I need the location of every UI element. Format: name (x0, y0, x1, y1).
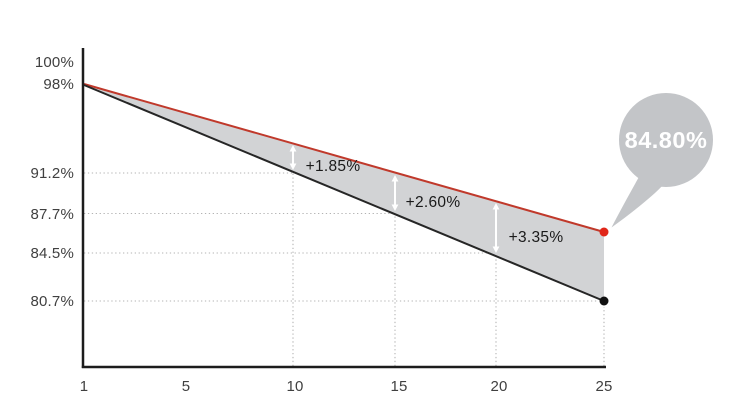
callout-circle (619, 93, 713, 187)
x-tick-15: 15 (390, 378, 407, 395)
x-tick-5: 5 (182, 378, 191, 395)
callout-tail (611, 175, 664, 228)
callout-bubble: 84.80% (611, 93, 713, 228)
y-tick-100: 100% (35, 54, 74, 71)
x-tick-25: 25 (595, 378, 612, 395)
y-tick-91-2: 91.2% (30, 165, 74, 182)
x-tick-10: 10 (286, 378, 303, 395)
x-tick-1: 1 (80, 378, 89, 395)
lower-series-line (83, 84, 605, 302)
x-tick-20: 20 (490, 378, 507, 395)
delta-label-x10: +1.85% (306, 158, 361, 175)
lower-endpoint-dot (599, 296, 609, 306)
upper-endpoint-dot (599, 227, 609, 237)
upper-series-line (83, 83, 605, 233)
y-tick-84-5: 84.5% (30, 245, 74, 262)
delta-label-x15: +2.60% (406, 194, 461, 211)
delta-arrow-x20 (492, 203, 500, 253)
y-tick-98: 98% (43, 76, 74, 93)
y-tick-80-7: 80.7% (30, 293, 74, 310)
delta-label-x20: +3.35% (509, 229, 564, 246)
y-tick-87-7: 87.7% (30, 206, 74, 223)
callout-value: 84.80% (625, 127, 708, 153)
delta-arrow-x15 (391, 175, 399, 211)
delta-arrow-x10 (289, 145, 297, 170)
